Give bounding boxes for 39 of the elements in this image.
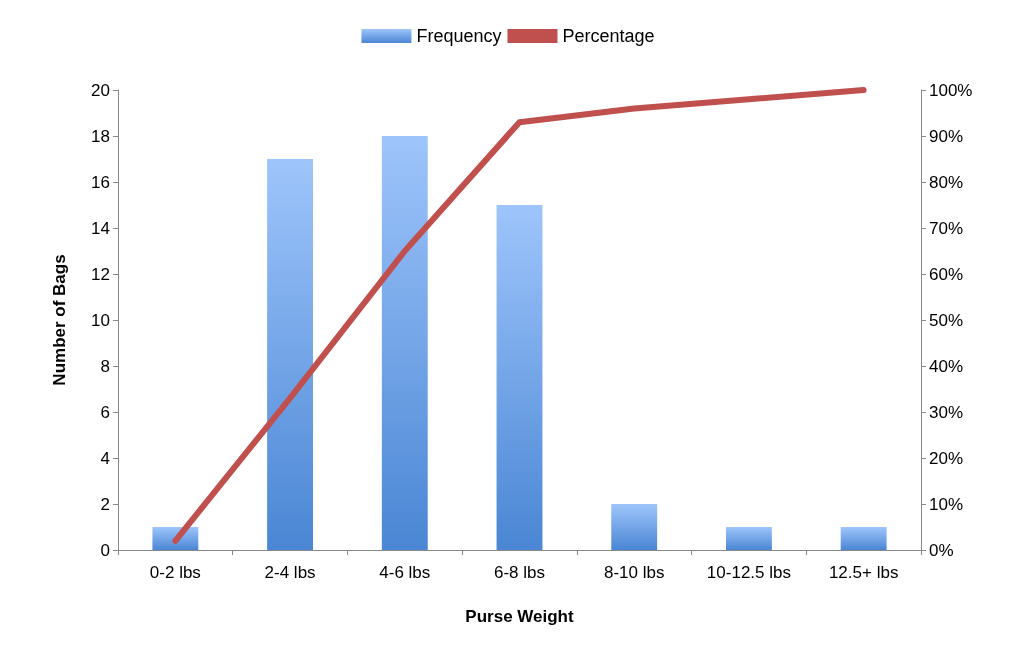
x-tick-label: 0-2 lbs: [149, 563, 201, 582]
y-tick-label: 2: [100, 494, 110, 514]
y2-tick-label: 50%: [929, 310, 964, 330]
y-tick-label: 16: [91, 172, 110, 192]
y2-tick-label: 0%: [929, 540, 954, 560]
y-tick-label: 8: [100, 356, 110, 376]
bar: [496, 205, 543, 550]
x-tick-label: 8-10 lbs: [603, 563, 665, 582]
y2-tick-label: 20%: [929, 448, 964, 468]
x-tick-label: 4-6 lbs: [379, 563, 431, 582]
y-tick-label: 0: [100, 540, 110, 560]
y2-tick-label: 90%: [929, 126, 964, 146]
x-tick-label: 10-12.5 lbs: [706, 563, 791, 582]
y-tick-label: 20: [91, 80, 110, 100]
bar: [840, 527, 887, 550]
x-tick-label: 12.5+ lbs: [828, 563, 899, 582]
x-tick-label: 6-8 lbs: [493, 563, 546, 582]
y2-tick-label: 40%: [929, 356, 964, 376]
y2-tick-label: 60%: [929, 264, 964, 284]
y2-tick-label: 100%: [929, 80, 973, 100]
bar: [611, 504, 658, 550]
bar: [381, 136, 428, 550]
x-tick-label: 2-4 lbs: [264, 563, 316, 582]
y2-tick-label: 10%: [929, 494, 964, 514]
y-tick-label: 12: [91, 264, 110, 284]
y-tick-label: 14: [91, 218, 110, 238]
bar: [267, 159, 314, 550]
y2-tick-label: 30%: [929, 402, 964, 422]
y-tick-label: 6: [100, 402, 110, 422]
y-tick-label: 18: [91, 126, 110, 146]
y-axis-title: Number of Bags: [50, 254, 69, 386]
y-tick-label: 4: [100, 448, 110, 468]
y-tick-label: 10: [91, 310, 110, 330]
y2-tick-label: 80%: [929, 172, 964, 192]
legend-label: Frequency: [416, 26, 502, 46]
x-axis-title: Purse Weight: [465, 607, 574, 626]
legend-label: Percentage: [562, 26, 655, 46]
bar: [725, 527, 772, 550]
y2-tick-label: 70%: [929, 218, 964, 238]
